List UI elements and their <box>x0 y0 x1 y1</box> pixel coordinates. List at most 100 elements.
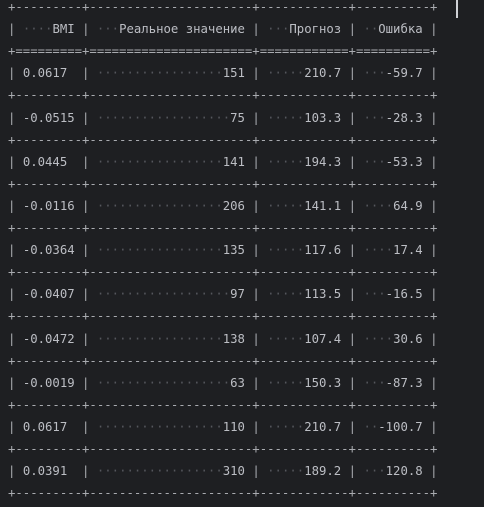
table-cell: 107.4 <box>304 331 342 346</box>
column-separator: | <box>348 22 357 37</box>
text-cursor <box>456 0 458 18</box>
column-separator: | <box>348 287 357 302</box>
column-separator: | <box>8 287 16 302</box>
column-separator: | <box>430 464 438 479</box>
column-separator: | <box>348 375 357 390</box>
table-cell: -53.3 <box>385 154 423 169</box>
whitespace-dots: ···· <box>363 198 394 213</box>
column-separator: | <box>430 375 438 390</box>
column-separator: | <box>252 22 260 37</box>
column-separator: | <box>252 154 260 169</box>
whitespace-dots: ····· <box>267 331 305 346</box>
column-header: Ошибка <box>378 22 423 37</box>
table-row: | 0.0391 | ·················310 | ·····1… <box>8 459 438 483</box>
column-header: BMI <box>52 22 75 37</box>
column-separator: | <box>430 22 438 37</box>
column-separator: | <box>252 464 260 479</box>
table-cell: -0.0364 <box>22 243 75 258</box>
column-separator: | <box>8 331 16 346</box>
header-row: | ····BMI | ···Реальное значение | ···Пр… <box>8 17 437 41</box>
header-separator: +=========+======================+======… <box>8 44 438 59</box>
column-separator: | <box>8 198 16 213</box>
column-separator: | <box>252 66 260 81</box>
column-separator: | <box>430 154 438 169</box>
column-separator: | <box>82 464 90 479</box>
whitespace-dots: ····· <box>267 198 305 213</box>
column-separator: | <box>8 419 16 434</box>
table-row: | -0.0407 | ··················97 | ·····… <box>8 282 438 306</box>
table-cell: -0.0472 <box>22 331 75 346</box>
column-separator: | <box>430 419 438 434</box>
table-cell: 63 <box>230 375 245 390</box>
whitespace-dots: ················· <box>96 331 223 346</box>
column-header: Реальное значение <box>119 22 245 37</box>
row-border: +---------+----------------------+------… <box>8 442 438 456</box>
whitespace-dots: ·· <box>363 22 379 37</box>
table-cell: 141 <box>222 154 245 169</box>
whitespace-dots: ····· <box>267 419 305 434</box>
row-border: +---------+----------------------+------… <box>8 397 438 412</box>
column-separator: | <box>82 243 90 258</box>
row-border: +---------+----------------------+------… <box>8 486 438 501</box>
table-cell: 141.1 <box>304 198 342 213</box>
row-border: +---------+----------------------+------… <box>8 0 438 14</box>
whitespace-dots: ····· <box>267 464 305 479</box>
row-border: +---------+----------------------+------… <box>8 221 438 235</box>
table-cell: 194.3 <box>304 154 342 169</box>
column-separator: | <box>8 66 16 81</box>
table-cell: 0.0391 <box>22 464 68 479</box>
table-cell: 120.8 <box>385 464 423 479</box>
column-separator: | <box>348 419 357 434</box>
whitespace-dots: ··· <box>363 375 386 390</box>
whitespace-dots: ··· <box>96 22 120 37</box>
row-border: +---------+----------------------+------… <box>8 353 438 368</box>
whitespace-dots: ·················· <box>96 287 231 302</box>
table-cell: 97 <box>230 287 245 302</box>
table-cell: -100.7 <box>378 419 423 434</box>
column-separator: | <box>348 110 357 125</box>
column-separator: | <box>348 66 357 81</box>
table-cell: 210.7 <box>304 66 342 81</box>
column-separator: | <box>430 287 438 302</box>
column-separator: | <box>430 110 438 125</box>
whitespace-dots: ··· <box>363 66 386 81</box>
whitespace-dots: ·················· <box>96 375 231 390</box>
row-border: +---------+----------------------+------… <box>8 309 438 324</box>
table-row: | -0.0515 | ··················75 | ·····… <box>8 106 438 130</box>
column-separator: | <box>348 464 357 479</box>
whitespace-dots: ···· <box>363 331 394 346</box>
table-cell: 138 <box>222 331 245 346</box>
row-border: +---------+----------------------+------… <box>8 265 438 280</box>
whitespace-dots: ················· <box>96 154 223 169</box>
whitespace-dots: ····· <box>267 110 305 125</box>
whitespace-dots: ····· <box>267 287 305 302</box>
table-cell: 117.6 <box>304 243 342 258</box>
column-separator: | <box>430 243 438 258</box>
column-separator: | <box>8 110 16 125</box>
table-cell: 310 <box>222 464 245 479</box>
table-cell: 210.7 <box>304 419 342 434</box>
whitespace-dots: ··· <box>363 110 386 125</box>
table-cell: -0.0116 <box>22 198 75 213</box>
column-header: Прогноз <box>289 22 342 37</box>
column-separator: | <box>8 464 16 479</box>
table-row: | -0.0364 | ·················135 | ·····… <box>8 238 438 262</box>
column-separator: | <box>348 154 357 169</box>
whitespace-dots: ····· <box>267 375 305 390</box>
whitespace-dots: ····· <box>267 66 305 81</box>
column-separator: | <box>252 419 260 434</box>
column-separator: | <box>430 66 438 81</box>
table-row: | 0.0617 | ·················151 | ·····2… <box>8 61 438 85</box>
whitespace-dots: ················· <box>96 66 223 81</box>
whitespace-dots: ····· <box>267 154 305 169</box>
table-cell: 135 <box>222 243 245 258</box>
table-cell: 189.2 <box>304 464 342 479</box>
column-separator: | <box>82 22 90 37</box>
column-separator: | <box>252 110 260 125</box>
table-cell: -0.0019 <box>22 375 75 390</box>
table-cell: 75 <box>230 110 245 125</box>
column-separator: | <box>252 287 260 302</box>
column-separator: | <box>8 243 16 258</box>
column-separator: | <box>82 198 90 213</box>
